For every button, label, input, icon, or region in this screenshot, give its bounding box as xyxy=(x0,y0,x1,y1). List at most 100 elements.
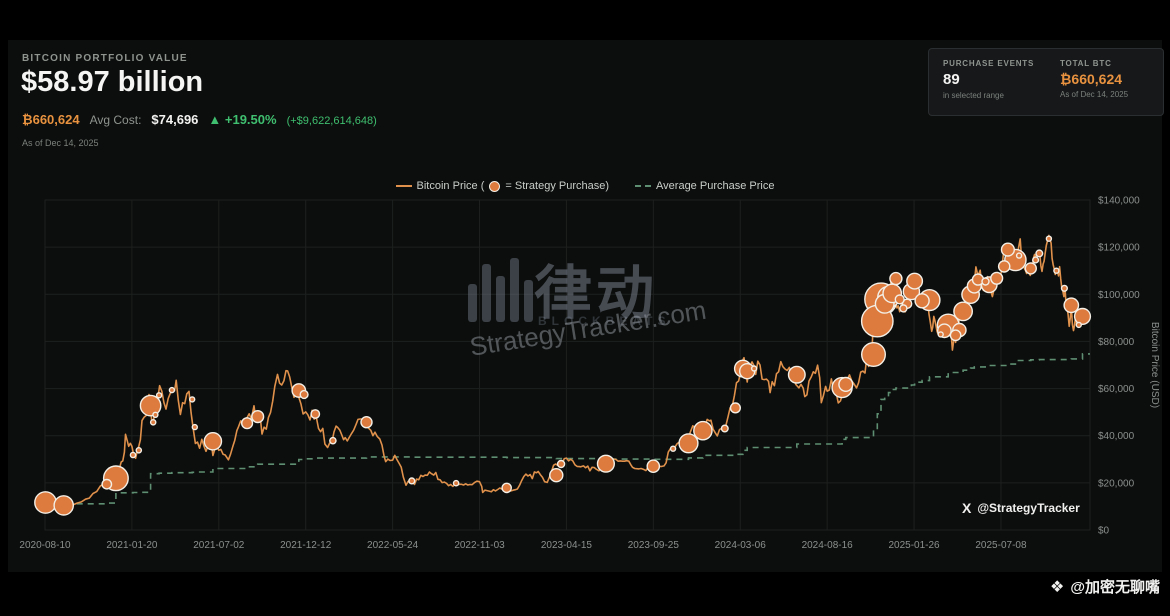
strategy-purchase-marker[interactable] xyxy=(889,271,903,286)
bottom-watermark: ❖ @加密无聊嘴 xyxy=(1050,576,1160,597)
strategy-purchase-marker[interactable] xyxy=(549,468,564,483)
legend-avg-text: Average Purchase Price xyxy=(656,180,775,192)
strategy-purchase-marker[interactable] xyxy=(693,420,713,441)
portfolio-value-label: BITCOIN PORTFOLIO VALUE xyxy=(22,53,188,64)
strategy-purchase-marker[interactable] xyxy=(953,301,973,322)
strategy-purchase-marker[interactable] xyxy=(990,271,1004,285)
strategy-purchase-marker[interactable] xyxy=(135,446,143,454)
plot-border xyxy=(44,199,1091,531)
x-axis-tick-label: 2021-12-12 xyxy=(280,540,332,551)
strategy-purchase-marker[interactable] xyxy=(53,495,74,516)
total-btc-label: TOTAL BTC xyxy=(1060,59,1112,68)
strategy-purchase-marker[interactable] xyxy=(1035,249,1044,258)
strategy-purchase-marker[interactable] xyxy=(787,365,806,384)
strategy-purchase-marker[interactable] xyxy=(452,479,460,487)
strategy-purchase-marker[interactable] xyxy=(155,392,163,399)
strategy-purchase-marker[interactable] xyxy=(203,431,223,451)
bitcoin-price-line[interactable] xyxy=(44,234,1087,507)
btc-holdings: ₿660,624 xyxy=(22,112,80,127)
strategy-purchase-marker[interactable] xyxy=(596,454,615,473)
strategy-purchase-marker[interactable] xyxy=(1073,307,1092,326)
strategy-purchase-marker[interactable] xyxy=(241,417,254,430)
strategy-purchase-marker[interactable] xyxy=(129,451,137,459)
x-axis-tick-label: 2022-05-24 xyxy=(367,540,419,551)
purchase-events-value: 89 xyxy=(943,71,960,88)
strategy-purchase-marker[interactable] xyxy=(669,445,677,452)
x-axis-tick-label: 2020-08-10 xyxy=(19,540,71,551)
price-line-swatch-icon xyxy=(395,185,412,187)
x-handle-badge[interactable]: X @StrategyTracker xyxy=(962,500,1080,516)
x-axis-tick-label: 2021-07-02 xyxy=(193,540,245,551)
strategy-purchase-marker[interactable] xyxy=(101,478,113,490)
y-axis-tick-label: $120,000 xyxy=(1098,243,1140,254)
purchase-events-subtext: in selected range xyxy=(943,91,1004,100)
strategy-purchase-marker[interactable] xyxy=(168,386,176,394)
strategy-purchase-marker[interactable] xyxy=(556,459,566,469)
strategy-purchase-marker[interactable] xyxy=(914,293,930,309)
strategy-purchase-marker[interactable] xyxy=(251,410,265,424)
strategy-purchase-marker[interactable] xyxy=(906,272,924,290)
as-of-date: As of Dec 14, 2025 xyxy=(22,138,99,148)
strategy-purchase-marker[interactable] xyxy=(894,294,905,305)
price-chart-svg[interactable]: $0 $20,000 $40,000 $60,000 $80,000 $100,000 $1… xyxy=(0,190,1170,570)
strategy-purchase-marker[interactable] xyxy=(501,482,513,494)
strategy-purchase-marker[interactable] xyxy=(1024,262,1038,275)
legend-price-text-post: = Strategy Purchase) xyxy=(505,180,610,192)
avg-cost-value: $74,696 xyxy=(151,112,199,127)
strategy-purchase-marker[interactable] xyxy=(360,415,373,429)
diamond-logo-icon: ❖ xyxy=(1050,578,1065,596)
strategy-purchase-marker[interactable] xyxy=(34,491,57,514)
legend-price-text-pre: Bitcoin Price ( xyxy=(416,180,485,192)
strategy-purchase-marker[interactable] xyxy=(937,331,944,338)
strategy-purchase-marker[interactable] xyxy=(861,341,887,367)
purchase-events-label: PURCHASE EVENTS xyxy=(943,59,1035,68)
strategy-purchase-marker[interactable] xyxy=(838,376,854,393)
strategy-purchase-marker[interactable] xyxy=(1063,297,1080,314)
strategy-purchase-marker[interactable] xyxy=(152,411,159,419)
change-percent: ▲ +19.50% xyxy=(208,112,277,127)
y-axis-tick-label: $40,000 xyxy=(1098,431,1135,442)
average-purchase-price-line[interactable] xyxy=(45,353,1090,505)
strategy-purchase-marker[interactable] xyxy=(1045,235,1053,242)
strategy-purchase-marker[interactable] xyxy=(329,436,337,445)
chart-legend: Bitcoin Price ( = Strategy Purchase) Ave… xyxy=(8,180,1162,192)
strategy-purchase-marker[interactable] xyxy=(1000,242,1016,257)
strategy-purchase-marker[interactable] xyxy=(720,424,729,433)
strategy-purchase-marker[interactable] xyxy=(310,409,321,419)
strategy-purchase-marker[interactable] xyxy=(1015,252,1023,259)
total-btc-subtext: As of Dec 14, 2025 xyxy=(1060,90,1129,99)
strategy-purchase-marker[interactable] xyxy=(191,423,199,431)
y-axis-tick-label: $100,000 xyxy=(1098,290,1140,301)
strategy-purchase-marker[interactable] xyxy=(1031,256,1040,264)
avg-line-swatch-icon xyxy=(635,185,652,187)
strategy-purchase-marker[interactable] xyxy=(408,477,416,485)
strategy-purchase-marker[interactable] xyxy=(139,394,162,417)
y-axis-tick-label: $60,000 xyxy=(1098,384,1135,395)
strategy-purchase-marker[interactable] xyxy=(981,277,990,286)
strategy-purchase-marker[interactable] xyxy=(997,260,1011,273)
avg-cost-label: Avg Cost: xyxy=(89,113,142,127)
strategy-purchase-marker[interactable] xyxy=(1060,284,1069,292)
total-btc-block: TOTAL BTC ₿660,624 As of Dec 14, 2025 xyxy=(1046,49,1163,115)
strategy-purchase-marker[interactable] xyxy=(678,433,699,454)
legend-average-price: Average Purchase Price xyxy=(635,180,774,192)
strategy-purchase-marker[interactable] xyxy=(299,389,309,400)
y-axis-tick-label: $20,000 xyxy=(1098,478,1135,489)
x-axis-tick-label: 2021-01-20 xyxy=(106,540,158,551)
strategy-purchase-marker[interactable] xyxy=(949,329,962,342)
x-axis-tick-label: 2023-04-15 xyxy=(541,540,593,551)
strategy-purchase-marker[interactable] xyxy=(899,304,908,313)
portfolio-value: $58.97 billion xyxy=(21,66,204,98)
strategy-purchase-marker[interactable] xyxy=(1075,321,1083,329)
strategy-purchase-marker[interactable] xyxy=(750,365,758,372)
x-logo-icon: X xyxy=(962,500,972,516)
x-axis-tick-label: 2025-07-08 xyxy=(975,540,1027,551)
price-chart[interactable]: $0 $20,000 $40,000 $60,000 $80,000 $100,000 $1… xyxy=(0,190,1170,570)
strategy-purchase-marker[interactable] xyxy=(1053,267,1060,274)
strategy-purchase-marker[interactable] xyxy=(646,459,661,474)
strategy-purchase-marker[interactable] xyxy=(149,418,157,426)
purchase-dot-icon xyxy=(489,180,501,192)
total-btc-value: ₿660,624 xyxy=(1060,71,1123,87)
strategy-purchase-marker[interactable] xyxy=(729,402,742,414)
strategy-purchase-marker[interactable] xyxy=(188,396,196,403)
